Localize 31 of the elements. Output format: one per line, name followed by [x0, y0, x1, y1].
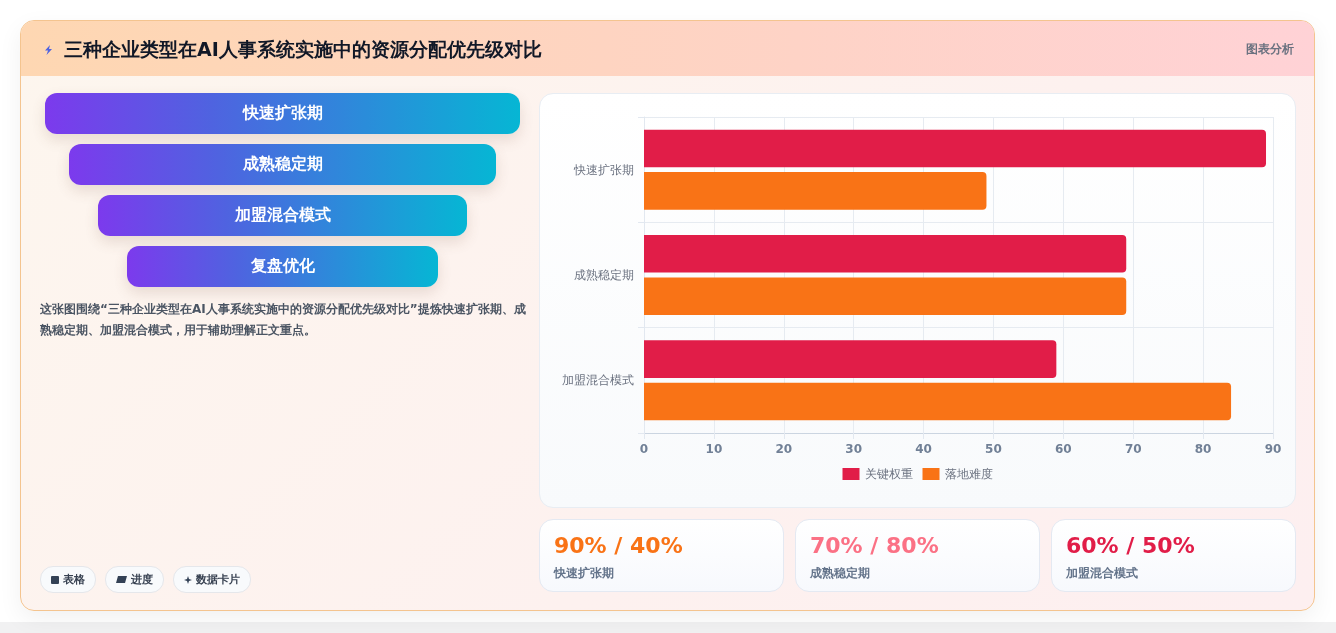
text: 90% / 40%: [554, 532, 683, 560]
x-tick-label: 20: [775, 442, 793, 456]
tag-chip: 数据卡片: [173, 566, 251, 593]
funnel-step: 成熟稳定期: [69, 144, 496, 185]
text: 成熟稳定期: [810, 565, 870, 581]
text: 加盟混合模式: [1066, 565, 1138, 581]
x-tick-label: 40: [915, 442, 932, 456]
y-tick-label: 加盟混合模式: [562, 373, 634, 388]
text: 快速扩张期: [554, 565, 614, 581]
legend-label: 落地难度: [944, 467, 993, 481]
x-tick-label: 60: [1054, 442, 1072, 456]
x-tick-label: 30: [845, 442, 863, 456]
text: 60% / 50%: [1066, 532, 1195, 560]
x-tick-label: 90: [1264, 442, 1282, 456]
tag-chip: 进度: [105, 566, 164, 593]
tag-chip: 表格: [40, 566, 96, 593]
text: 图表分析: [1246, 41, 1294, 58]
funnel-step: 加盟混合模式: [98, 195, 467, 236]
y-tick-label: 快速扩张期: [573, 162, 634, 177]
x-tick-label: 50: [985, 442, 1002, 456]
x-tick-label: 0: [639, 442, 649, 456]
x-tick-label: 70: [1124, 442, 1142, 456]
x-tick-label: 80: [1194, 442, 1212, 456]
funnel-step: 复盘优化: [127, 246, 438, 287]
funnel-step: 快速扩张期: [45, 93, 520, 134]
text: 70% / 80%: [810, 532, 939, 560]
y-tick-label: 成熟稳定期: [574, 268, 634, 282]
legend-label: 关键权重: [864, 467, 913, 481]
text: 这张图围绕“三种企业类型在AI人事系统实施中的资源分配优先级对比”提炼快速扩张期、成熟稳定期、加盟混合模式，用于辅助理解正文重点。: [40, 301, 527, 339]
text: 三种企业类型在AI人事系统实施中的资源分配优先级对比: [64, 37, 542, 62]
x-tick-label: 10: [705, 442, 723, 456]
